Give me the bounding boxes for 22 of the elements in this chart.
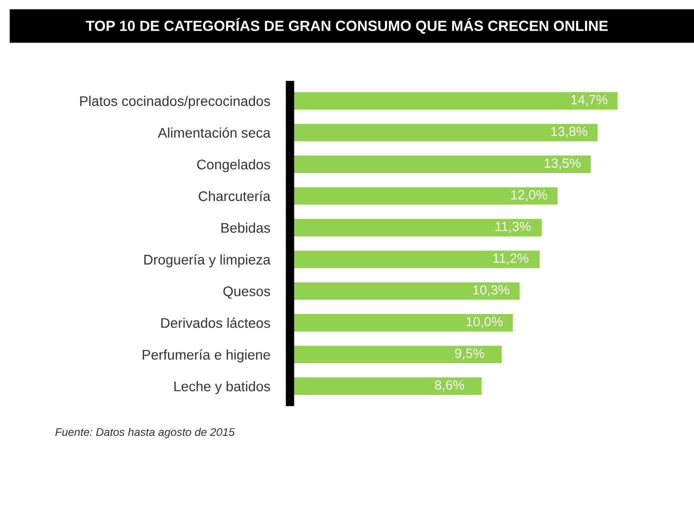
y-tick-label: Derivados lácteos <box>161 318 270 328</box>
data-label: 14,7% <box>571 95 608 106</box>
y-tick-label: Platos cocinados/precocinados <box>80 96 270 109</box>
data-label: 8,6% <box>435 380 464 392</box>
chart-title: TOP 10 DE CATEGORÍAS DE GRAN CONSUMO QUE MÁS CRECEN ONLINE <box>86 18 608 34</box>
data-label: 13,8% <box>551 126 588 138</box>
y-tick-label: Perfumería e higiene <box>142 349 270 362</box>
data-label: 11,2% <box>493 254 528 264</box>
y-tick-label: Alimentación seca <box>158 127 271 138</box>
y-tick-label: Charcutería <box>198 190 271 202</box>
data-label: 10,3% <box>473 285 510 296</box>
source-note: Fuente: Datos hasta agosto de 2015 <box>55 428 235 438</box>
y-tick-label: Quesos <box>223 286 270 299</box>
data-label: 11,3% <box>496 222 531 233</box>
y-tick-label: Bebidas <box>222 222 270 233</box>
y-tick-label: Droguería y limpieza <box>144 254 271 268</box>
data-label: 9,5% <box>455 348 484 360</box>
data-label: 10,0% <box>466 316 503 328</box>
y-tick-label: Leche y batidos <box>174 381 270 394</box>
data-label: 12,0% <box>511 190 548 202</box>
data-label: 13,5% <box>544 158 581 170</box>
y-tick-label: Congelados <box>197 159 270 172</box>
